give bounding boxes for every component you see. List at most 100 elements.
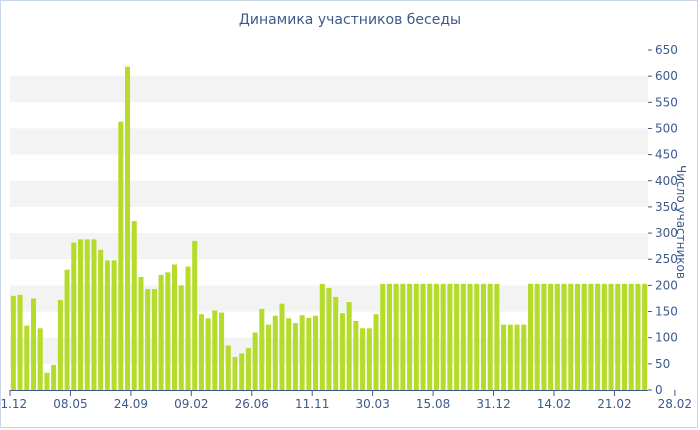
bar <box>393 283 399 390</box>
bar <box>17 294 23 390</box>
bar <box>252 332 258 390</box>
x-tick-label: 24.09 <box>114 397 148 411</box>
bar <box>91 239 97 390</box>
x-tick-label: 09.02 <box>174 397 208 411</box>
bar <box>145 289 151 390</box>
bar <box>608 283 614 390</box>
bar <box>568 283 574 390</box>
bar <box>360 328 366 390</box>
chart-title: Динамика участников беседы <box>238 12 462 28</box>
bar <box>527 283 533 390</box>
bar <box>386 283 392 390</box>
bar <box>24 325 30 390</box>
bar <box>111 260 117 390</box>
bar <box>37 328 43 390</box>
bar <box>205 318 211 390</box>
bar <box>615 283 621 390</box>
bar <box>299 315 305 390</box>
bar <box>245 348 251 390</box>
bar <box>427 283 433 390</box>
bar <box>628 283 634 390</box>
x-tick-label: 31.12 <box>476 397 510 411</box>
bar <box>507 324 513 390</box>
bar <box>131 221 137 390</box>
bar <box>460 283 466 390</box>
bar <box>104 260 110 390</box>
y-tick-label: 200 <box>655 278 678 292</box>
y-tick-label: 0 <box>655 383 663 397</box>
bar <box>225 345 231 390</box>
grid-band <box>10 76 648 103</box>
bar <box>178 285 184 390</box>
bar <box>313 315 319 390</box>
y-tick-label: 600 <box>655 69 678 83</box>
bar <box>151 289 157 390</box>
x-tick-label: 30.03 <box>355 397 389 411</box>
y-tick-label: 100 <box>655 331 678 345</box>
bar <box>84 239 90 390</box>
bar <box>192 240 198 390</box>
bar <box>420 283 426 390</box>
x-tick-label: 28.02 <box>658 397 692 411</box>
bar <box>373 314 379 390</box>
y-tick-label: 650 <box>655 43 678 57</box>
grid-band <box>10 128 648 155</box>
bar <box>561 283 567 390</box>
bar <box>454 283 460 390</box>
bar <box>621 283 628 390</box>
bar <box>339 313 345 390</box>
x-tick-label: 14.02 <box>537 397 571 411</box>
y-tick-label: 300 <box>655 226 678 240</box>
bar <box>494 283 500 390</box>
x-tick-label: 26.06 <box>235 397 269 411</box>
bar <box>447 283 453 390</box>
bar <box>30 298 37 390</box>
bar <box>319 283 325 390</box>
bar <box>480 283 486 390</box>
bar <box>125 66 131 391</box>
bar <box>198 314 204 390</box>
bar <box>219 312 225 390</box>
bar <box>595 283 601 390</box>
bar <box>521 324 527 390</box>
bar <box>212 310 218 390</box>
bar <box>64 269 70 390</box>
bar <box>541 283 547 390</box>
bar <box>232 357 238 390</box>
y-tick-label: 250 <box>655 252 678 266</box>
y-tick-label: 350 <box>655 200 678 214</box>
bar <box>44 372 50 390</box>
bar <box>346 302 352 390</box>
bar <box>407 283 413 390</box>
bar <box>366 328 372 390</box>
y-tick-label: 450 <box>655 148 678 162</box>
bar <box>78 239 84 390</box>
bar <box>581 283 587 390</box>
bar <box>548 283 554 390</box>
x-tick-label: 21.12 <box>0 397 27 411</box>
bar <box>279 303 285 390</box>
bar <box>158 274 164 390</box>
y-tick-label: 400 <box>655 174 678 188</box>
bar <box>306 317 312 390</box>
x-tick-label: 08.05 <box>53 397 87 411</box>
bar <box>588 283 594 390</box>
x-tick-label: 21.02 <box>597 397 631 411</box>
grid-band <box>10 180 648 207</box>
bar <box>440 283 446 390</box>
bar <box>413 283 419 390</box>
bar <box>185 266 191 390</box>
bar <box>333 296 339 390</box>
bar <box>514 324 520 390</box>
bar <box>400 283 406 390</box>
bar <box>286 318 292 390</box>
bar <box>574 283 581 390</box>
y-tick-label: 550 <box>655 95 678 109</box>
bar <box>98 249 104 390</box>
bar <box>172 264 178 390</box>
bar <box>71 242 77 390</box>
bar <box>51 364 57 390</box>
bar <box>554 283 560 390</box>
bar <box>534 283 540 390</box>
bar <box>635 283 641 390</box>
